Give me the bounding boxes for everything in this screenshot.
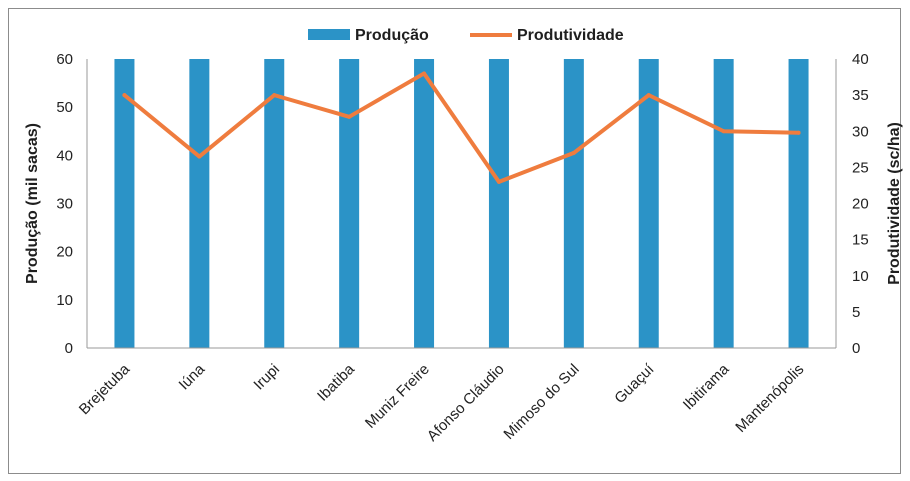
- line-point: [571, 150, 576, 155]
- y2-tick-label: 0: [852, 340, 860, 357]
- y2-tick-label: 10: [852, 268, 869, 285]
- category-label: Afonso Cláudio: [424, 361, 508, 445]
- axes: [86, 59, 837, 349]
- line-point: [122, 93, 127, 98]
- bar: [189, 59, 210, 348]
- category-label: Muniz Freire: [362, 361, 433, 432]
- chart-frame: [8, 8, 901, 474]
- y2-tick-label: 30: [852, 123, 869, 140]
- bars-producao: [114, 59, 809, 348]
- bar: [788, 59, 809, 348]
- y2-tick-label: 25: [852, 159, 869, 176]
- bar: [114, 59, 135, 348]
- line-point: [347, 114, 352, 119]
- bar: [713, 59, 734, 348]
- y-tick-label: 30: [56, 196, 73, 213]
- category-label: Guaçuí: [611, 360, 658, 407]
- y2-tick-label: 35: [852, 87, 869, 104]
- y-tick-label: 0: [65, 340, 73, 357]
- category-label: Mimoso do Sul: [500, 361, 582, 443]
- y-tick-label: 40: [56, 147, 73, 164]
- category-label: Brejetuba: [76, 360, 134, 418]
- legend: Produção Produtividade: [308, 27, 624, 44]
- y-tick-label: 60: [56, 51, 73, 68]
- bar: [563, 59, 584, 348]
- bar: [638, 59, 659, 348]
- line-point: [796, 130, 801, 135]
- legend-swatch-producao: [308, 29, 350, 40]
- y-tick-label: 20: [56, 244, 73, 261]
- line-point: [272, 93, 277, 98]
- y-axis-ticks: 0 10 20 30 40 50 60: [56, 51, 73, 357]
- bar: [264, 59, 285, 348]
- line-point: [496, 179, 501, 184]
- line-point: [646, 93, 651, 98]
- line-point: [422, 71, 427, 76]
- y-tick-label: 50: [56, 99, 73, 116]
- y2-axis-title: Produtividade (sc/ha): [886, 122, 903, 285]
- category-label: Iúna: [176, 360, 209, 393]
- y-tick-label: 10: [56, 292, 73, 309]
- y2-tick-label: 5: [852, 304, 860, 321]
- category-label: Ibatiba: [314, 360, 358, 404]
- legend-label-produtividade: Produtividade: [517, 27, 624, 44]
- line-point: [197, 154, 202, 159]
- line-point: [721, 129, 726, 134]
- series-line: [122, 71, 801, 184]
- y2-tick-label: 20: [852, 196, 869, 213]
- category-label: Mantenópolis: [732, 361, 807, 436]
- category-label: Irupi: [250, 361, 283, 394]
- y2-tick-label: 40: [852, 51, 869, 68]
- category-labels: Brejetuba Iúna Irupi Ibatiba Muniz FreireAfo…: [76, 360, 808, 445]
- category-label: Ibitirama: [680, 360, 733, 413]
- legend-label-producao: Produção: [355, 27, 429, 44]
- bar: [414, 59, 435, 348]
- bar: [339, 59, 360, 348]
- y2-axis-ticks: 0 5 10 15 20 25 30 35 40: [852, 51, 869, 357]
- bar: [488, 59, 509, 348]
- line-produtividade: [122, 71, 801, 184]
- y-axis-title: Produção (mil sacas): [24, 123, 41, 284]
- y2-tick-label: 15: [852, 232, 869, 249]
